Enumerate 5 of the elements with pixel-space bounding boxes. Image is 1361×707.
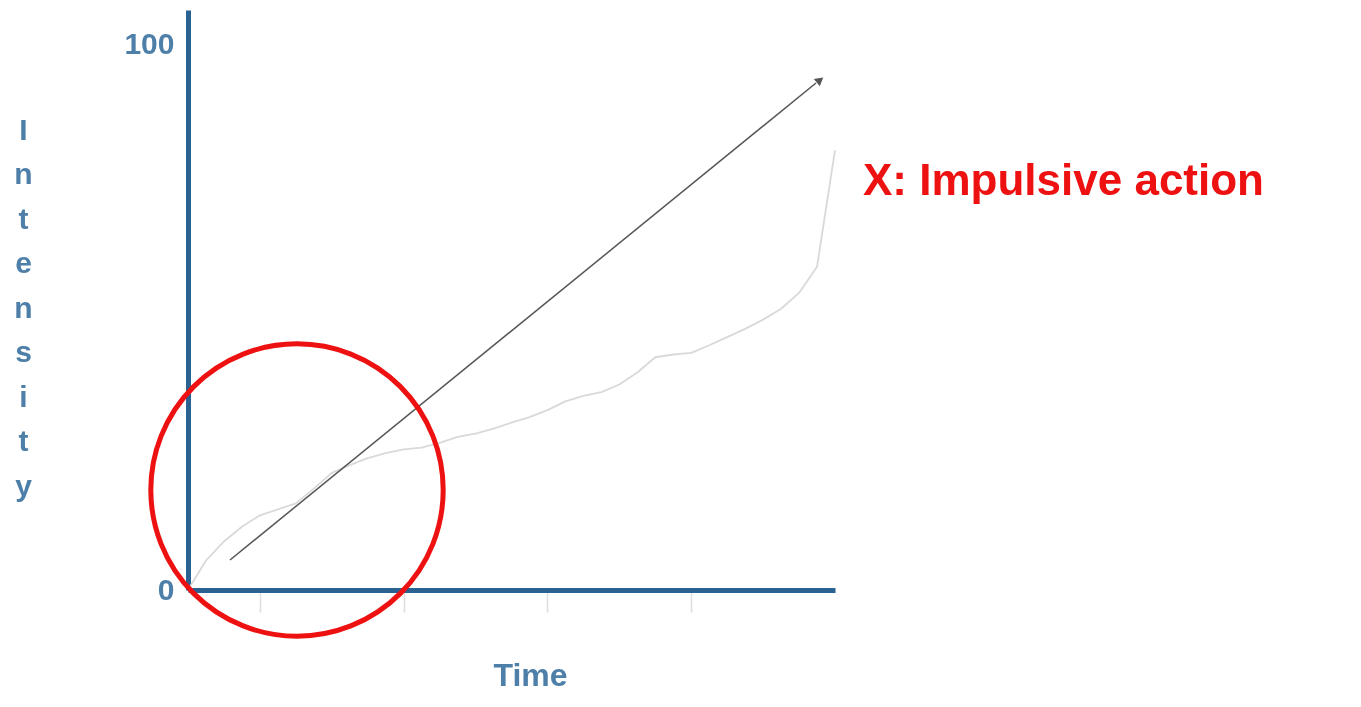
text: Intensity bbox=[14, 112, 33, 502]
x-axis-title: Time bbox=[493, 657, 568, 694]
y-tick-label: 100 bbox=[124, 27, 175, 61]
text: X: Impulsive action bbox=[863, 155, 1264, 204]
y-tick-label: 0 bbox=[157, 572, 175, 606]
